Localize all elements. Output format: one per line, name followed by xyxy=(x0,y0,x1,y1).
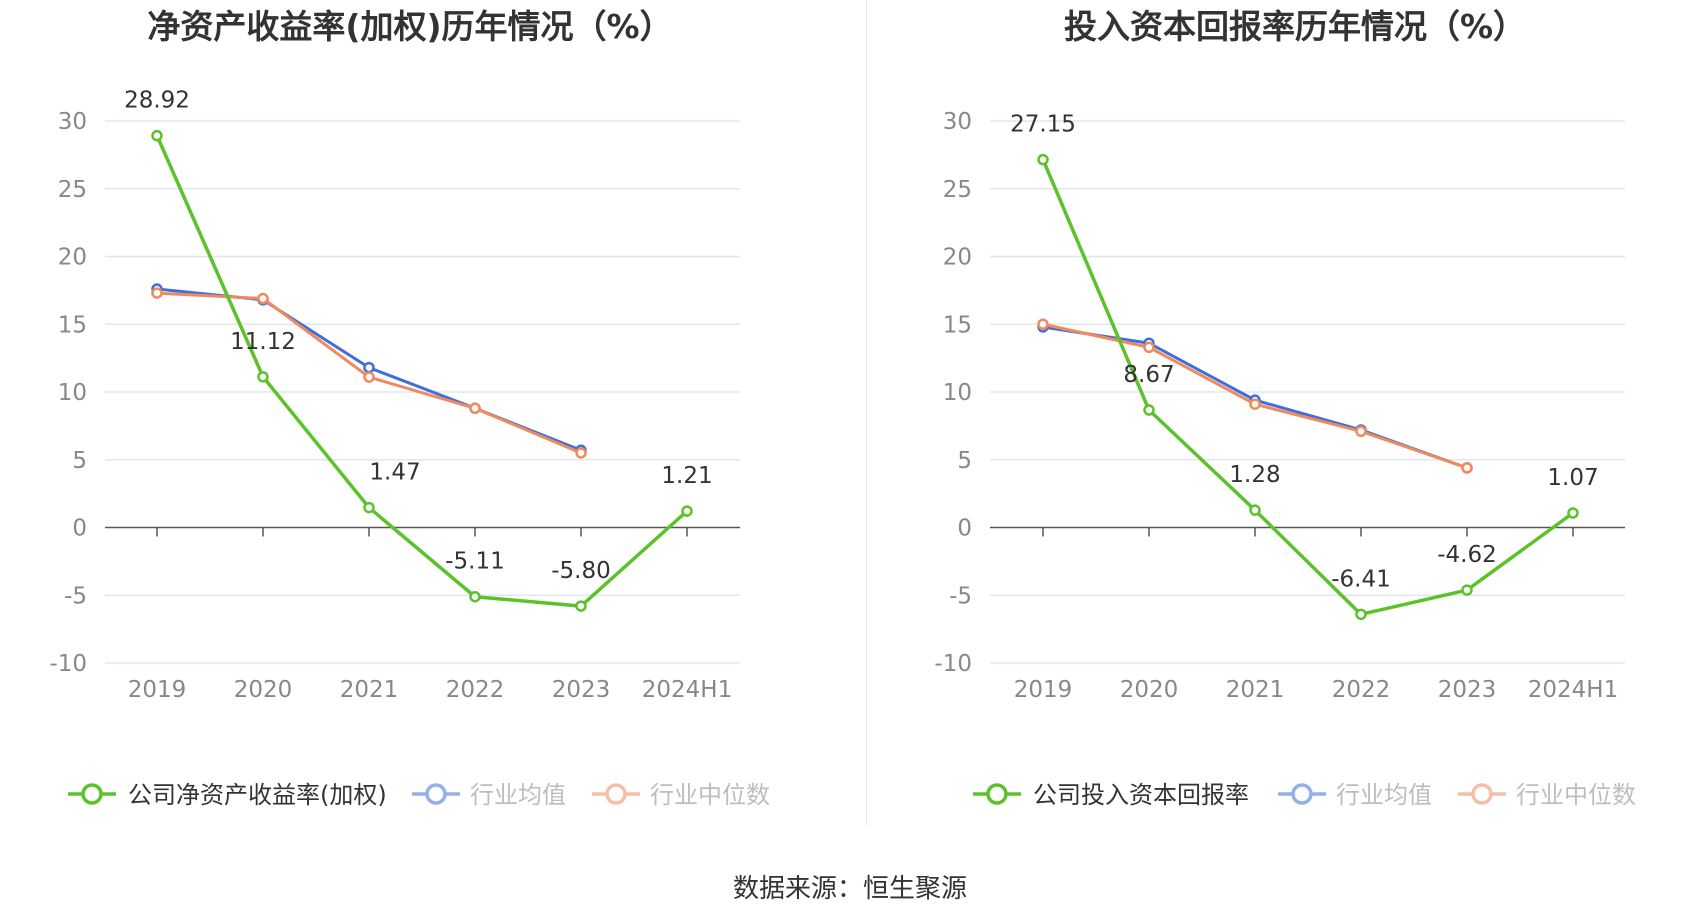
legend-item-company: 公司投入资本回报率 xyxy=(973,781,1249,809)
y-tick-label: 5 xyxy=(72,448,87,474)
data-point-company xyxy=(1567,507,1579,519)
data-label: -5.80 xyxy=(551,558,611,584)
series-line-company xyxy=(155,134,689,608)
data-point-company xyxy=(681,505,693,517)
x-tick-label: 2024H1 xyxy=(642,677,732,703)
chart-title: 净资产收益率(加权)历年情况（%） xyxy=(147,7,672,46)
panel-divider xyxy=(866,0,867,825)
data-point-company xyxy=(1249,504,1261,516)
data-point-company xyxy=(1037,153,1049,166)
x-tick-label: 2023 xyxy=(1438,677,1497,703)
x-tick-label: 2019 xyxy=(128,677,187,703)
data-label: -4.62 xyxy=(1437,542,1497,568)
y-tick-label: 15 xyxy=(943,312,972,338)
y-tick-label: 0 xyxy=(72,516,87,542)
data-point-company xyxy=(1143,404,1155,416)
y-tick-label: 5 xyxy=(957,448,972,474)
x-tick-label: 2022 xyxy=(1332,677,1391,703)
legend-label: 行业中位数 xyxy=(1516,781,1636,809)
legend-label: 行业中位数 xyxy=(650,781,770,809)
data-label: -6.41 xyxy=(1331,566,1391,592)
legend-marker xyxy=(1471,783,1493,805)
y-tick-label: 20 xyxy=(943,245,972,271)
x-tick-label: 2023 xyxy=(552,677,611,703)
legend-marker xyxy=(986,783,1008,805)
y-tick-label: -10 xyxy=(934,651,972,677)
legend-item-median: 行业中位数 xyxy=(592,781,770,809)
legend-marker xyxy=(425,783,447,805)
data-label: 8.67 xyxy=(1123,362,1174,388)
y-tick-label: 30 xyxy=(943,109,972,135)
data-point-median xyxy=(1355,425,1367,438)
chart-panel-1: 净资产收益率(加权)历年情况（%） 30 25 20 15 10 5 0 -5 -10 2019 20… xyxy=(49,7,770,809)
x-tick-label: 2020 xyxy=(1120,677,1179,703)
y-tick-label: 15 xyxy=(58,312,87,338)
x-tick-label: 2021 xyxy=(1226,677,1285,703)
data-point-median xyxy=(257,292,269,305)
legend-item-company: 公司净资产收益率(加权) xyxy=(68,781,387,809)
data-label: 1.21 xyxy=(661,463,712,489)
data-label: -5.11 xyxy=(445,549,505,575)
data-source-text: 数据来源：恒生聚源 xyxy=(732,874,967,904)
data-label: 11.12 xyxy=(230,329,296,355)
x-tick-label: 2022 xyxy=(446,677,505,703)
data-point-company xyxy=(1461,584,1473,596)
legend-label: 公司投入资本回报率 xyxy=(1033,781,1249,809)
y-tick-label: -10 xyxy=(49,651,87,677)
data-point-median xyxy=(1461,462,1473,474)
data-point-median xyxy=(469,402,481,415)
data-point-median xyxy=(1249,398,1261,410)
data-label: 28.92 xyxy=(124,88,190,114)
data-point-company xyxy=(257,371,269,383)
chart-panel-2: 投入资本回报率历年情况（%） 30 25 20 15 10 5 0 -5 -10 2019 2020 2… xyxy=(934,7,1636,809)
legend-label: 公司净资产收益率(加权) xyxy=(128,781,387,809)
x-tick-label: 2019 xyxy=(1014,677,1073,703)
y-tick-label: 30 xyxy=(58,109,87,135)
x-tick-label: 2021 xyxy=(340,677,399,703)
y-tick-label: 25 xyxy=(58,177,87,203)
y-tick-label: 10 xyxy=(943,380,972,406)
y-tick-label: -5 xyxy=(949,583,972,609)
data-point-company xyxy=(469,590,481,603)
legend-item-average: 行业均值 xyxy=(1278,781,1432,809)
data-label: 1.47 xyxy=(369,460,420,486)
y-tick-label: 0 xyxy=(957,516,972,542)
data-point-average xyxy=(363,361,375,374)
data-point-company xyxy=(575,600,587,612)
data-point-median xyxy=(151,287,163,299)
data-point-company xyxy=(151,129,163,142)
legend-marker xyxy=(81,783,103,805)
data-label: 27.15 xyxy=(1010,112,1076,138)
data-point-median xyxy=(363,371,375,383)
y-tick-label: 25 xyxy=(943,177,972,203)
data-point-median xyxy=(1037,318,1049,330)
data-point-median xyxy=(575,447,587,459)
chart-title: 投入资本回报率历年情况（%） xyxy=(1064,7,1526,46)
y-tick-label: 20 xyxy=(58,245,87,271)
x-tick-label: 2020 xyxy=(234,677,293,703)
data-point-company xyxy=(363,501,375,514)
series-line-company xyxy=(1041,158,1575,617)
data-point-company xyxy=(1355,608,1367,621)
y-tick-label: -5 xyxy=(64,583,87,609)
legend-marker xyxy=(605,783,627,805)
legend-label: 行业均值 xyxy=(470,781,566,809)
legend-label: 行业均值 xyxy=(1336,781,1432,809)
data-label: 1.28 xyxy=(1229,462,1280,488)
legend-marker xyxy=(1291,783,1313,805)
data-label: 1.07 xyxy=(1547,465,1598,491)
data-point-median xyxy=(1143,341,1155,354)
x-tick-label: 2024H1 xyxy=(1528,677,1618,703)
legend-item-average: 行业均值 xyxy=(412,781,566,809)
y-tick-label: 10 xyxy=(58,380,87,406)
legend-item-median: 行业中位数 xyxy=(1458,781,1636,809)
